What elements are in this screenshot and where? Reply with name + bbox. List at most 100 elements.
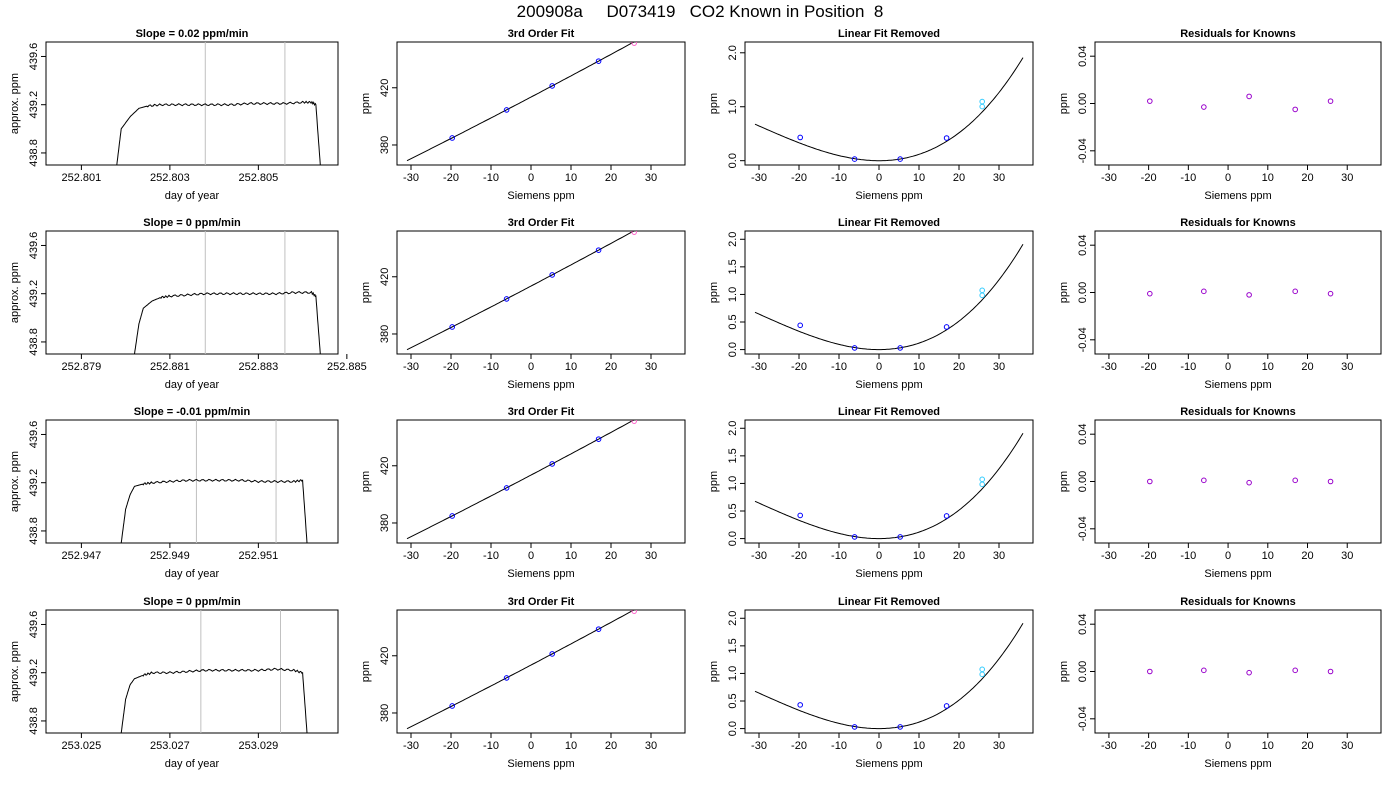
data-point <box>595 436 602 442</box>
x-axis-label: Siemens ppm <box>507 758 574 770</box>
y-tick-label: 1.0 <box>727 99 739 114</box>
x-tick-label: 0 <box>876 172 882 184</box>
x-tick-label: -30 <box>403 361 419 373</box>
data-point <box>549 651 556 657</box>
data-point <box>797 512 804 519</box>
y-tick-label: 0.00 <box>1077 471 1089 492</box>
panel-linear-fit-removed-row-4: Linear Fit Removed -30 -20 -10 0 10 20 30 0.0 0.5… <box>708 596 1034 770</box>
x-tick-label: -20 <box>443 550 459 562</box>
x-tick-label: 253.027 <box>150 740 190 752</box>
x-tick-label: -30 <box>1101 550 1117 562</box>
data-point <box>1327 98 1334 104</box>
x-tick-label: 20 <box>605 550 617 562</box>
y-axis-label: ppm <box>708 661 720 682</box>
panel-time-series-row-3: Slope = -0.01 ppm/min 252.947 252.949 252.9… <box>9 406 339 580</box>
x-tick-label: 10 <box>565 361 577 373</box>
concentration-trace <box>120 478 308 543</box>
x-tick-label: 0 <box>1225 740 1231 752</box>
y-tick-label: 0.5 <box>727 314 739 329</box>
data-point <box>943 324 950 330</box>
x-tick-label: 252.805 <box>238 172 278 184</box>
data-point <box>503 485 510 491</box>
plot-frame <box>45 419 339 544</box>
x-axis-label: Siemens ppm <box>855 379 922 391</box>
data-point <box>449 135 456 141</box>
concentration-trace <box>134 290 321 354</box>
x-tick-label: 252.949 <box>150 550 190 562</box>
plot-area <box>406 231 637 351</box>
x-tick-label: -10 <box>831 361 847 373</box>
x-axis-label: day of year <box>165 190 220 202</box>
x-tick-label: 20 <box>605 740 617 752</box>
y-tick-label: 0.0 <box>727 721 739 736</box>
y-axis-label: approx. ppm <box>9 262 21 323</box>
y-axis-label: ppm <box>708 282 720 303</box>
data-point <box>943 135 950 141</box>
y-tick-label: 0.00 <box>1077 93 1089 114</box>
y-axis-label: approx. ppm <box>9 451 21 512</box>
plot-area <box>406 42 637 162</box>
plot-area <box>1147 288 1334 298</box>
x-tick-label: 20 <box>1301 740 1313 752</box>
y-tick-label: 0.0 <box>727 342 739 357</box>
panel-title: Residuals for Knowns <box>1180 406 1296 418</box>
panel-title: Linear Fit Removed <box>838 28 940 40</box>
y-tick-label: 380 <box>379 704 391 722</box>
panel-linear-fit-removed-row-2: Linear Fit Removed -30 -20 -10 0 10 20 30 0.0 0.5… <box>708 217 1034 391</box>
data-point <box>631 420 637 424</box>
panel-third-order-fit-row-1: 3rd Order Fit -30 -20 -10 0 10 20 30 380 420 Sieme… <box>360 28 686 202</box>
x-tick-label: -30 <box>1101 361 1117 373</box>
plot-frame <box>744 419 1034 544</box>
data-point <box>503 296 510 302</box>
data-point <box>503 675 510 681</box>
quadratic-curve <box>754 622 1024 730</box>
panel-linear-fit-removed-row-3: Linear Fit Removed -30 -20 -10 0 10 20 30 0.0 0.5… <box>708 406 1034 580</box>
data-point <box>631 42 637 46</box>
x-tick-label: 10 <box>1262 550 1274 562</box>
y-tick-label: -0.04 <box>1077 138 1089 163</box>
x-tick-label: 10 <box>565 740 577 752</box>
plot-frame <box>396 230 686 355</box>
quadratic-curve <box>754 243 1024 351</box>
plot-area <box>116 42 321 165</box>
x-tick-label: 0 <box>1225 361 1231 373</box>
x-tick-label: 30 <box>645 740 657 752</box>
data-point <box>595 247 602 253</box>
x-tick-label: -10 <box>831 740 847 752</box>
x-tick-label: 10 <box>913 361 925 373</box>
data-point <box>549 461 556 467</box>
panel-title: Residuals for Knowns <box>1180 28 1296 40</box>
x-axis-label: Siemens ppm <box>507 568 574 580</box>
x-tick-label: 10 <box>565 172 577 184</box>
x-tick-label: -20 <box>1141 172 1157 184</box>
x-tick-label: 0 <box>528 550 534 562</box>
panel-title: 3rd Order Fit <box>508 596 575 608</box>
x-tick-label: -20 <box>791 361 807 373</box>
x-axis-label: Siemens ppm <box>855 758 922 770</box>
y-axis-label: ppm <box>1058 93 1070 114</box>
data-point <box>1292 288 1298 295</box>
fit-curve <box>406 231 635 351</box>
x-tick-label: -30 <box>751 172 767 184</box>
panel-title: Linear Fit Removed <box>838 406 940 418</box>
y-axis-label: ppm <box>360 93 372 114</box>
x-tick-label: -10 <box>483 172 499 184</box>
x-tick-label: -20 <box>443 740 459 752</box>
y-tick-label: -0.04 <box>1077 516 1089 541</box>
data-point <box>851 724 858 730</box>
data-point <box>851 345 858 351</box>
data-point <box>979 103 986 110</box>
x-tick-label: 30 <box>993 740 1005 752</box>
plot-area <box>754 432 1024 540</box>
data-point <box>1246 479 1252 486</box>
y-tick-label: 0.0 <box>727 531 739 546</box>
y-tick-label: 0.04 <box>1077 613 1089 634</box>
y-tick-label: 438.8 <box>28 139 40 167</box>
y-tick-label: 420 <box>379 457 391 475</box>
x-axis-label: Siemens ppm <box>507 379 574 391</box>
data-point <box>943 703 950 709</box>
x-axis-label: day of year <box>165 379 220 391</box>
data-point <box>503 107 510 113</box>
x-tick-label: 10 <box>913 550 925 562</box>
y-tick-label: 1.5 <box>727 259 739 274</box>
